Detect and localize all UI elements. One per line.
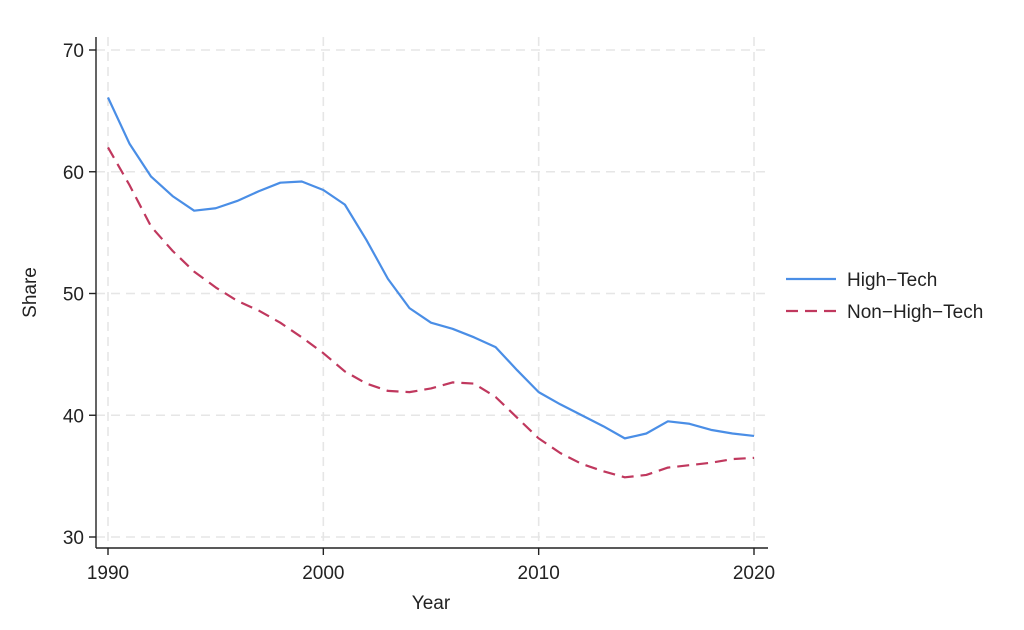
legend-label: High−Tech	[847, 270, 937, 291]
legend: High−Tech Non−High−Tech	[786, 270, 983, 323]
x-tick-label: 2020	[733, 563, 775, 584]
grid	[96, 37, 768, 548]
series-lines	[107, 97, 755, 479]
y-tick-label: 50	[63, 285, 84, 306]
y-tick-label: 40	[63, 406, 84, 427]
y-tick-label: 70	[63, 41, 84, 62]
series-line-1	[107, 146, 755, 479]
legend-label: Non−High−Tech	[847, 302, 983, 323]
y-tick-label: 30	[63, 528, 84, 549]
axes: 30 40 50 60 70 1990 2000 2010 2020 Year Share	[20, 37, 775, 614]
x-tick-label: 2010	[518, 563, 560, 584]
y-tick-label: 60	[63, 163, 84, 184]
x-tick-label: 2000	[302, 563, 344, 584]
x-tick-label: 1990	[87, 563, 129, 584]
x-axis-title: Year	[412, 593, 451, 614]
y-axis-title: Share	[20, 267, 41, 318]
series-line-0	[107, 97, 755, 440]
